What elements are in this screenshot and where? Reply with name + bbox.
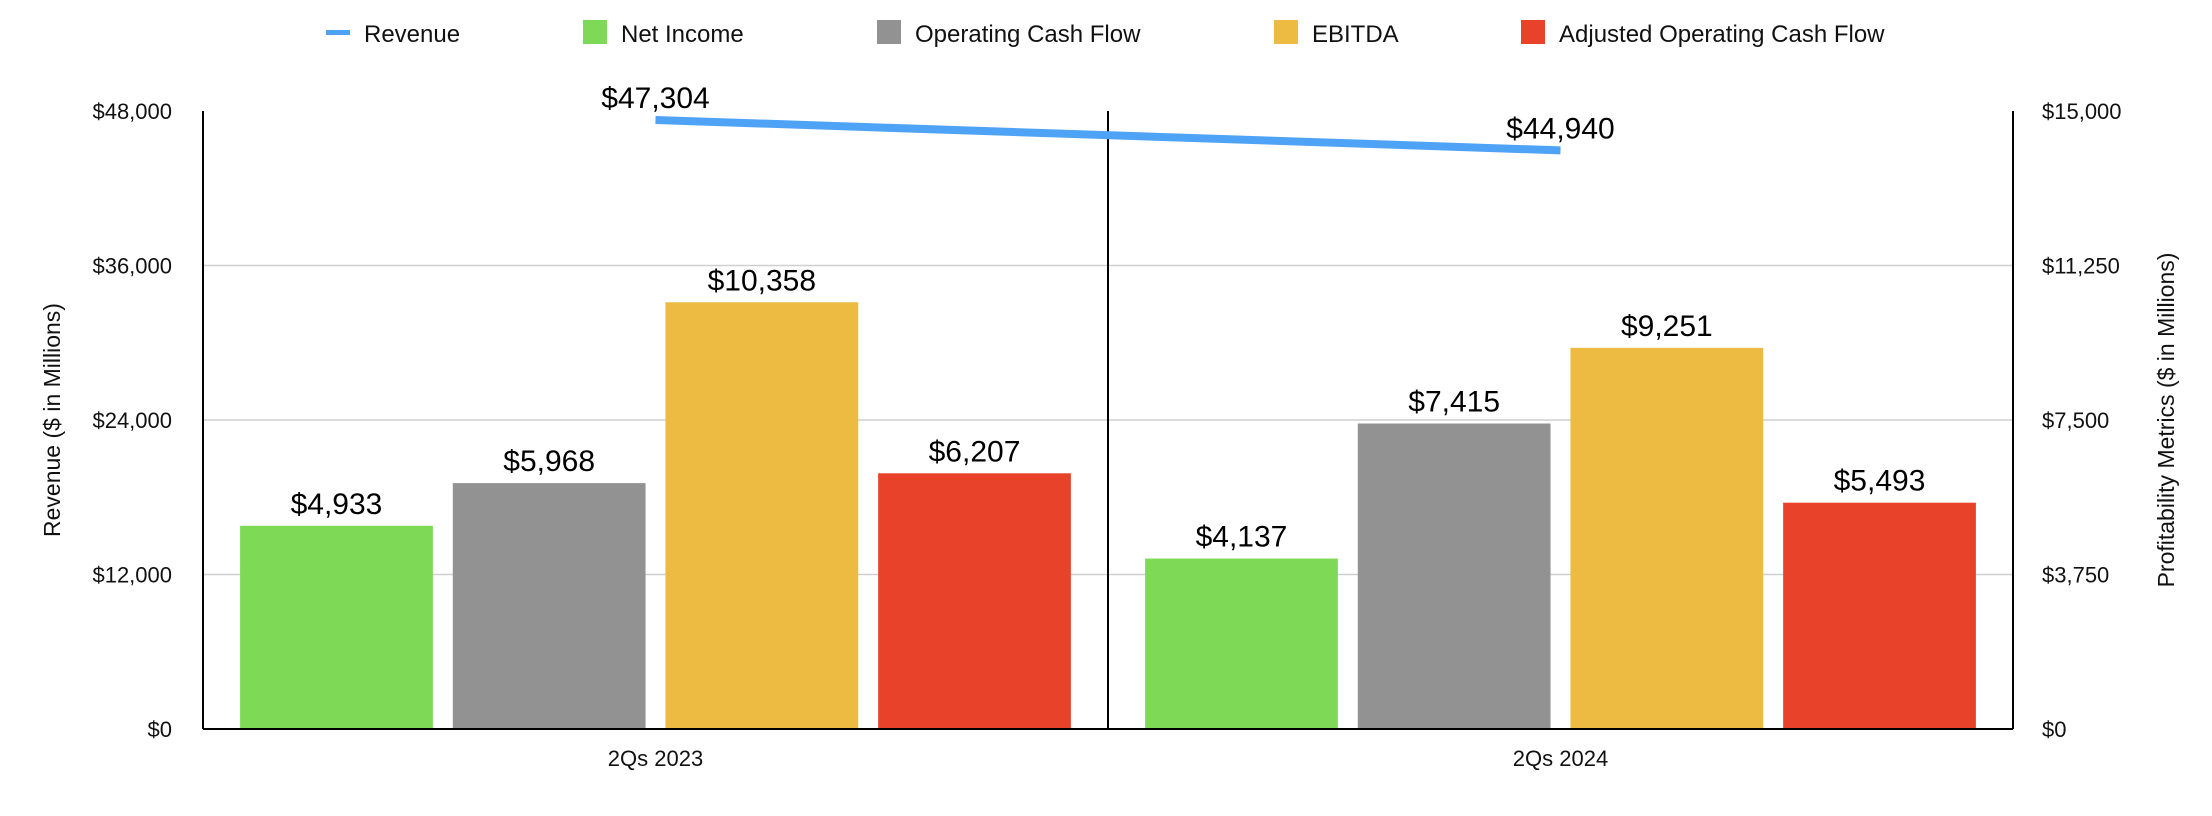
- revenue-line: [655, 115, 1561, 155]
- y2-tick-label: $3,750: [2042, 563, 2109, 588]
- data-label-operating-cash-flow: $5,968: [503, 445, 595, 478]
- y-axis-title: Revenue ($ in Millions): [39, 303, 65, 537]
- y-tick-label: $48,000: [92, 99, 172, 124]
- y2-axis-title: Profitability Metrics ($ in Millions): [2153, 253, 2179, 588]
- y2-tick-label: $0: [2042, 717, 2066, 742]
- y-tick-label: $12,000: [92, 563, 172, 588]
- data-label-ebitda: $10,358: [708, 264, 816, 297]
- revenue-line-layer: [655, 115, 1561, 155]
- y2-tick-label: $11,250: [2042, 254, 2120, 279]
- y-tick-label: $0: [148, 717, 172, 742]
- data-label-operating-cash-flow: $7,415: [1408, 386, 1500, 419]
- x-tick-label: 2Qs 2024: [1513, 746, 1608, 771]
- legend-label-net-income: Net Income: [621, 21, 744, 48]
- axes: [202, 111, 2014, 730]
- legend-label-ebitda: EBITDA: [1312, 21, 1399, 48]
- y-tick-label: $24,000: [92, 408, 172, 433]
- bar-operating-cash-flow: [1357, 423, 1551, 729]
- legend-label-revenue: Revenue: [364, 21, 460, 48]
- y2-tick-label: $7,500: [2042, 408, 2109, 433]
- y2-tick-label: $15,000: [2042, 99, 2122, 124]
- bar-operating-cash-flow: [452, 483, 646, 729]
- y-tick-label: $36,000: [92, 254, 172, 279]
- legend-label-operating-cash-flow: Operating Cash Flow: [915, 21, 1141, 48]
- bar-ebitda: [665, 302, 859, 729]
- bars: [240, 302, 1976, 729]
- data-label-adjusted-operating-cash-flow: $6,207: [929, 435, 1021, 468]
- bar-net-income: [240, 525, 433, 729]
- data-label-adjusted-operating-cash-flow: $5,493: [1834, 465, 1926, 498]
- legend-swatch-adjusted-operating-cash-flow: [1521, 20, 1545, 44]
- bar-net-income: [1145, 558, 1338, 729]
- bar-adjusted-operating-cash-flow: [1783, 502, 1976, 729]
- tick-labels: $0 $0 $12,000 $3,750 $24,000 $7,500 $36,000 $11…: [92, 99, 2121, 771]
- bar-adjusted-operating-cash-flow: [878, 473, 1071, 729]
- legend-swatch-revenue: [326, 30, 350, 35]
- legend-label-adjusted-operating-cash-flow: Adjusted Operating Cash Flow: [1559, 21, 1885, 48]
- legend-swatch-net-income: [583, 20, 607, 44]
- data-label-net-income: $4,137: [1196, 521, 1288, 554]
- data-label-net-income: $4,933: [291, 488, 383, 521]
- data-labels: $4,933 $5,968 $10,358 $6,207 $4,137 $7,415 $9,…: [291, 82, 1926, 554]
- data-label-revenue: $44,940: [1506, 112, 1614, 145]
- x-tick-label: 2Qs 2023: [608, 746, 703, 771]
- legend[interactable]: Revenue Net Income Operating Cash Flow EBIT…: [326, 20, 1885, 48]
- data-label-revenue: $47,304: [601, 82, 709, 115]
- data-label-ebitda: $9,251: [1621, 310, 1713, 343]
- legend-swatch-operating-cash-flow: [877, 20, 901, 44]
- bar-ebitda: [1570, 347, 1764, 729]
- legend-swatch-ebitda: [1274, 20, 1298, 44]
